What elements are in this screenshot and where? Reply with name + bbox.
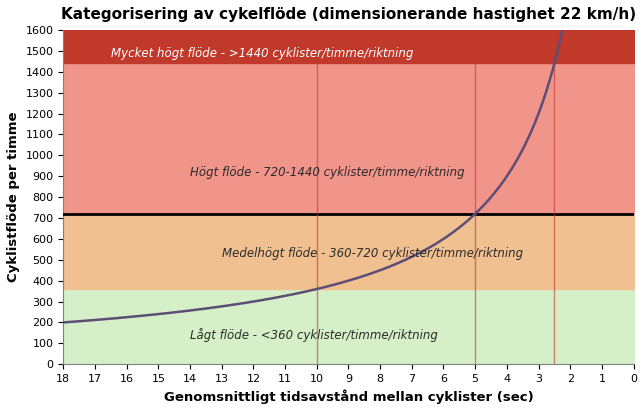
Title: Kategorisering av cykelflöde (dimensionerande hastighet 22 km/h): Kategorisering av cykelflöde (dimensione… <box>61 7 636 22</box>
Text: Mycket högt flöde - >1440 cyklister/timme/riktning: Mycket högt flöde - >1440 cyklister/timm… <box>111 46 413 60</box>
X-axis label: Genomsnittligt tidsavstånd mellan cyklister (sec): Genomsnittligt tidsavstånd mellan cyklis… <box>164 390 533 404</box>
Y-axis label: Cyklistflöde per timme: Cyklistflöde per timme <box>7 112 20 282</box>
Text: Medelhögt flöde - 360-720 cyklister/timme/riktning: Medelhögt flöde - 360-720 cyklister/timm… <box>222 247 523 260</box>
Text: Lågt flöde - <360 cyklister/timme/riktning: Lågt flöde - <360 cyklister/timme/riktni… <box>190 328 438 342</box>
Text: Högt flöde - 720-1440 cyklister/timme/riktning: Högt flöde - 720-1440 cyklister/timme/ri… <box>190 166 465 178</box>
